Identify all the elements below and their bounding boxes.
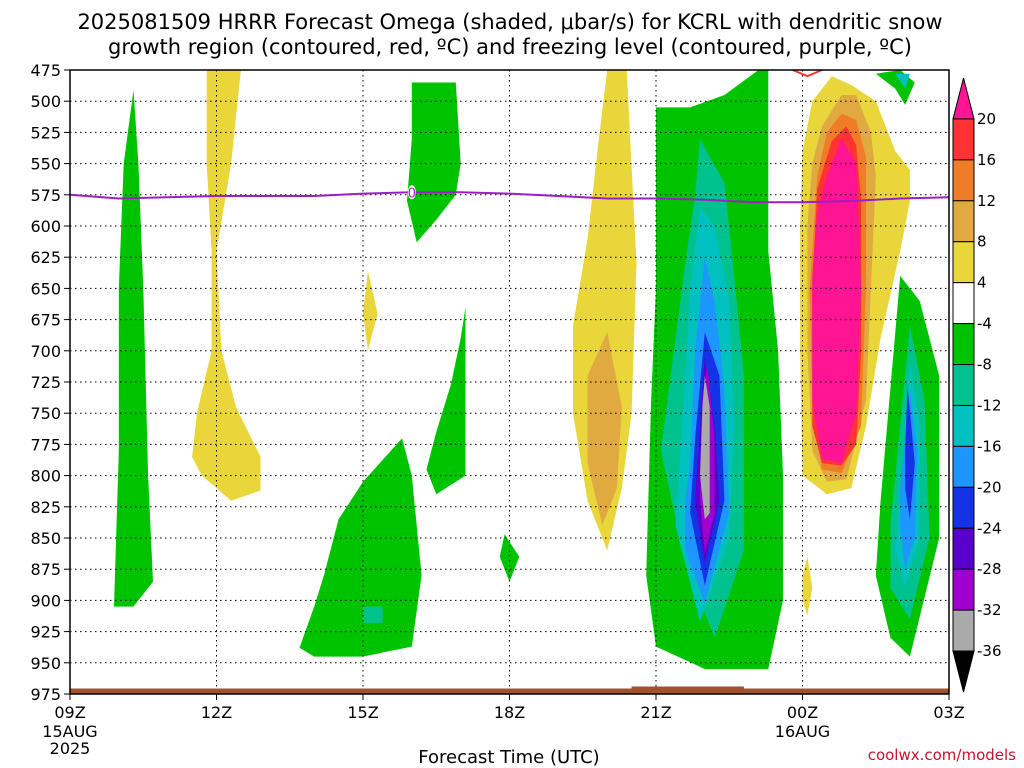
omega-region-17: [700, 375, 710, 520]
freezing-level-label: 0: [408, 186, 416, 201]
y-tick-label: 700: [30, 342, 61, 361]
colorbar-swatch: [952, 241, 975, 284]
omega-region-4: [426, 307, 466, 495]
y-tick-label: 575: [30, 186, 61, 205]
grid-lines: [70, 70, 949, 694]
x-tick-sublabel: 15AUG: [42, 722, 97, 741]
x-tick-sublabel: 2025: [50, 739, 91, 758]
x-tick-label: 00Z: [787, 703, 818, 722]
colorbar-label: 20: [977, 110, 996, 128]
colorbar-label: -36: [977, 642, 1002, 660]
y-tick-label: 750: [30, 404, 61, 423]
colorbar-label: -20: [977, 478, 1002, 496]
colorbar-label: 16: [977, 151, 996, 169]
freezing-level-line: [69, 191, 950, 204]
credit-link[interactable]: coolwx.com/models: [868, 746, 1016, 764]
colorbar-swatch: [952, 159, 975, 202]
omega-region-9: [587, 332, 622, 526]
colorbar-label: -8: [977, 356, 992, 374]
omega-region-25: [895, 73, 910, 89]
x-tick-label: 18Z: [494, 703, 525, 722]
dgz-contour: [792, 69, 823, 78]
chart-title-line2: growth region (contoured, red, ºC) and f…: [108, 35, 912, 59]
y-tick-label: 650: [30, 279, 61, 298]
omega-region-22: [812, 138, 862, 464]
colorbar-label: -12: [977, 396, 1002, 414]
omega-region-1: [192, 70, 261, 501]
surface-band-bump: [631, 686, 744, 691]
omega-region-6: [299, 438, 422, 657]
y-tick-label: 800: [30, 467, 61, 486]
colorbar-swatch: [952, 527, 975, 570]
x-tick-label: 12Z: [201, 703, 232, 722]
colorbar-label: -24: [977, 519, 1002, 537]
omega-region-5: [499, 534, 520, 582]
y-tick-label: 825: [30, 498, 61, 517]
y-tick-label: 525: [30, 123, 61, 142]
y-tick-label: 550: [30, 155, 61, 174]
x-tick-label: 09Z: [54, 703, 85, 722]
omega-region-30: [905, 385, 915, 520]
y-tick-label: 475: [30, 61, 61, 80]
colorbar-label: -28: [977, 560, 1002, 578]
colorbar-swatch: [952, 364, 975, 406]
omega-region-3: [407, 82, 461, 243]
y-tick-label: 725: [30, 373, 61, 392]
freezing-level-label-bg: [407, 185, 416, 200]
colorbar-swatch: [952, 486, 975, 529]
colorbar-swatch: [952, 118, 975, 161]
y-tick-label: 850: [30, 529, 61, 548]
y-tick-label: 600: [30, 217, 61, 236]
surface-band: [70, 688, 949, 695]
colorbar-swatch: [952, 445, 975, 488]
y-tick-label: 775: [30, 435, 61, 454]
colorbar-swatch: [952, 568, 975, 611]
x-tick-label: 15Z: [347, 703, 378, 722]
x-tick-label: 21Z: [640, 703, 671, 722]
colorbar-label: -32: [977, 601, 1002, 619]
x-tick-label: 03Z: [933, 703, 964, 722]
x-tick-sublabel: 16AUG: [775, 722, 830, 741]
omega-region-23: [802, 556, 813, 616]
y-tick-label: 500: [30, 92, 61, 111]
y-tick-label: 925: [30, 623, 61, 642]
omega-region-0: [114, 90, 153, 607]
colorbar-swatch: [952, 282, 975, 325]
omega-region-2: [363, 270, 378, 351]
y-tick-label: 900: [30, 591, 61, 610]
y-tick-label: 975: [30, 685, 61, 704]
colorbar-swatch: [952, 77, 975, 120]
colorbar-label: -4: [977, 315, 992, 333]
colorbar-label: 4: [977, 274, 987, 292]
y-tick-label: 875: [30, 560, 61, 579]
colorbar-swatch: [952, 200, 975, 243]
y-axis-ticks: 475 500 525 550 575 600 625 650 675 700 725 750 775 8…: [30, 61, 70, 704]
x-axis-label: Forecast Time (UTC): [418, 747, 599, 768]
y-tick-label: 950: [30, 654, 61, 673]
omega-region-7: [363, 606, 383, 623]
colorbar-swatch: [952, 404, 975, 447]
colorbar: 20 16 12 8 4 -4 -8 -12 -16 -20 -24 -28 -32 -36: [952, 77, 1002, 693]
colorbar-swatch: [952, 609, 975, 652]
colorbar-swatch: [952, 650, 975, 693]
colorbar-label: 8: [977, 233, 987, 251]
contour-overlays: 0: [69, 69, 950, 695]
chart-title-line1: 2025081509 HRRR Forecast Omega (shaded, …: [77, 10, 942, 34]
colorbar-swatch: [952, 323, 975, 366]
y-tick-label: 675: [30, 311, 61, 330]
omega-shaded-regions: [114, 70, 940, 669]
colorbar-label: 12: [977, 192, 996, 210]
colorbar-label: -16: [977, 437, 1002, 455]
y-tick-label: 625: [30, 248, 61, 267]
